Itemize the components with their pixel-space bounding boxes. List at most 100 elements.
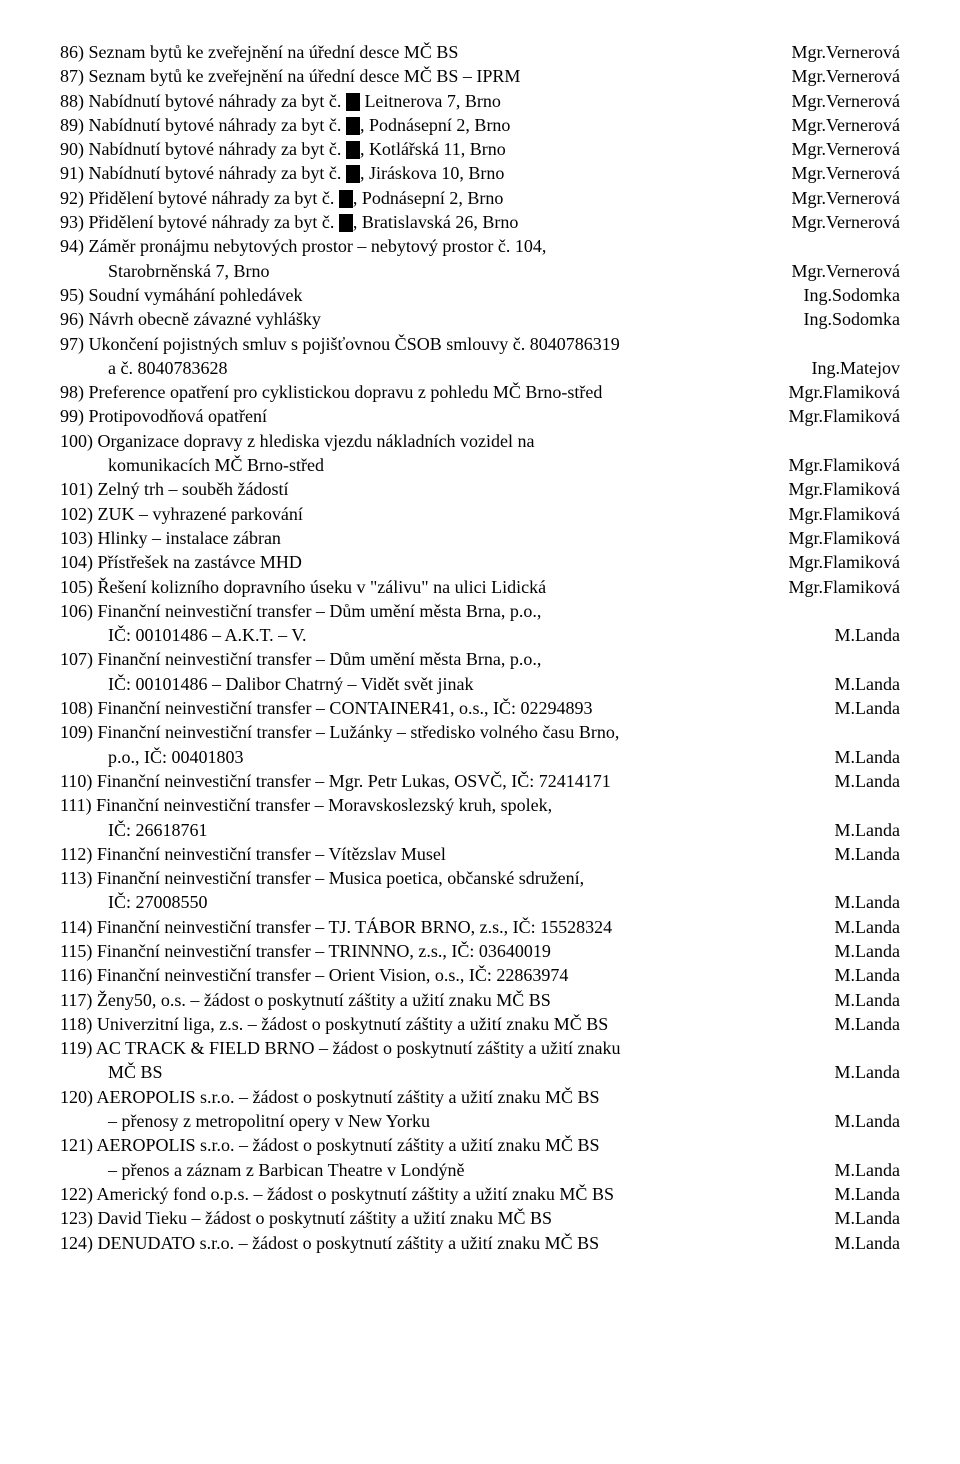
- agenda-item: 102) ZUK – vyhrazené parkováníMgr.Flamik…: [60, 502, 900, 526]
- agenda-item-text: 110) Finanční neinvestiční transfer – Mg…: [60, 769, 835, 793]
- agenda-item-text: 102) ZUK – vyhrazené parkování: [60, 502, 789, 526]
- agenda-item: 121) AEROPOLIS s.r.o. – žádost o poskytn…: [60, 1133, 900, 1182]
- agenda-item-title: Řešení kolizního dopravního úseku v "zál…: [98, 577, 547, 597]
- agenda-item-assignee: Mgr.Vernerová: [792, 186, 900, 210]
- agenda-item-assignee: Mgr.Vernerová: [792, 40, 900, 64]
- agenda-item-number: 113): [60, 868, 92, 888]
- agenda-item-title: Návrh obecně závazné vyhlášky: [89, 309, 321, 329]
- agenda-item-title: Finanční neinvestiční transfer – TRINNNO…: [97, 941, 551, 961]
- agenda-item-title: Americký fond o.p.s. – žádost o poskytnu…: [97, 1184, 614, 1204]
- agenda-item-text: 124) DENUDATO s.r.o. – žádost o poskytnu…: [60, 1231, 835, 1255]
- agenda-item: 87) Seznam bytů ke zveřejnění na úřední …: [60, 64, 900, 88]
- agenda-item-number: 108): [60, 698, 93, 718]
- agenda-item: 100) Organizace dopravy z hlediska vjezd…: [60, 429, 900, 478]
- agenda-item-number: 112): [60, 844, 92, 864]
- agenda-item-title: Soudní vymáhání pohledávek: [89, 285, 303, 305]
- agenda-item-text: 114) Finanční neinvestiční transfer – TJ…: [60, 915, 835, 939]
- agenda-item: 105) Řešení kolizního dopravního úseku v…: [60, 575, 900, 599]
- agenda-item-assignee: Mgr.Flamiková: [789, 550, 901, 574]
- agenda-item-title: Seznam bytů ke zveřejnění na úřední desc…: [89, 42, 459, 62]
- agenda-item-number: 109): [60, 722, 93, 742]
- agenda-item-title: DENUDATO s.r.o. – žádost o poskytnutí zá…: [98, 1233, 600, 1253]
- agenda-item-number: 124): [60, 1233, 93, 1253]
- agenda-item-title: Přidělení bytové náhrady za byt č.: [89, 188, 339, 208]
- agenda-item-text: 111) Finanční neinvestiční transfer – Mo…: [60, 793, 900, 817]
- agenda-item: 86) Seznam bytů ke zveřejnění na úřední …: [60, 40, 900, 64]
- agenda-item-title: Finanční neinvestiční transfer – Vítězsl…: [97, 844, 446, 864]
- agenda-item: 92) Přidělení bytové náhrady za byt č. ,…: [60, 186, 900, 210]
- agenda-item: 124) DENUDATO s.r.o. – žádost o poskytnu…: [60, 1231, 900, 1255]
- agenda-item-text: 115) Finanční neinvestiční transfer – TR…: [60, 939, 835, 963]
- agenda-item-continuation: IČ: 00101486 – A.K.T. – V.: [108, 623, 835, 647]
- agenda-item-number: 122): [60, 1184, 93, 1204]
- redacted-block: [346, 93, 360, 111]
- agenda-item-continuation: – přenosy z metropolitní opery v New Yor…: [108, 1109, 835, 1133]
- agenda-item-assignee: Mgr.Vernerová: [792, 89, 900, 113]
- agenda-item-after: Leitnerova 7, Brno: [360, 91, 501, 111]
- agenda-item-text: 103) Hlinky – instalace zábran: [60, 526, 789, 550]
- agenda-item: 118) Univerzitní liga, z.s. – žádost o p…: [60, 1012, 900, 1036]
- agenda-item-number: 100): [60, 431, 93, 451]
- agenda-item-title: AEROPOLIS s.r.o. – žádost o poskytnutí z…: [97, 1087, 600, 1107]
- agenda-item-number: 92): [60, 188, 84, 208]
- agenda-item-text: 101) Zelný trh – souběh žádostí: [60, 477, 789, 501]
- agenda-item-assignee: M.Landa: [835, 696, 900, 720]
- agenda-item-title: Finanční neinvestiční transfer – CONTAIN…: [98, 698, 593, 718]
- agenda-item-number: 121): [60, 1135, 93, 1155]
- agenda-item-assignee: M.Landa: [835, 963, 900, 987]
- agenda-item-after: , Bratislavská 26, Brno: [353, 212, 518, 232]
- agenda-item-text: 99) Protipovodňová opatření: [60, 404, 789, 428]
- agenda-item-title: Ženy50, o.s. – žádost o poskytnutí zášti…: [97, 990, 551, 1010]
- agenda-item-text: 116) Finanční neinvestiční transfer – Or…: [60, 963, 835, 987]
- agenda-item-title: Finanční neinvestiční transfer – Moravsk…: [96, 795, 552, 815]
- agenda-item: 112) Finanční neinvestiční transfer – Ví…: [60, 842, 900, 866]
- agenda-item-after: , Podnásepní 2, Brno: [360, 115, 511, 135]
- redacted-block: [346, 117, 360, 135]
- redacted-block: [339, 214, 353, 232]
- agenda-item: 120) AEROPOLIS s.r.o. – žádost o poskytn…: [60, 1085, 900, 1134]
- agenda-item-title: Záměr pronájmu nebytových prostor – neby…: [89, 236, 547, 256]
- agenda-item: 90) Nabídnutí bytové náhrady za byt č. ,…: [60, 137, 900, 161]
- redacted-block: [346, 165, 360, 183]
- agenda-item-continuation: komunikacích MČ Brno-střed: [108, 453, 789, 477]
- agenda-item-assignee: Mgr.Vernerová: [792, 259, 900, 283]
- agenda-item: 115) Finanční neinvestiční transfer – TR…: [60, 939, 900, 963]
- agenda-item-title: Nabídnutí bytové náhrady za byt č.: [89, 139, 346, 159]
- agenda-item-text: 92) Přidělení bytové náhrady za byt č. ,…: [60, 186, 792, 210]
- agenda-item: 113) Finanční neinvestiční transfer – Mu…: [60, 866, 900, 915]
- agenda-item: 94) Záměr pronájmu nebytových prostor – …: [60, 234, 900, 283]
- agenda-item-text: 113) Finanční neinvestiční transfer – Mu…: [60, 866, 900, 890]
- agenda-item: 117) Ženy50, o.s. – žádost o poskytnutí …: [60, 988, 900, 1012]
- agenda-item-title: Finanční neinvestiční transfer – Dům umě…: [98, 649, 542, 669]
- agenda-item-title: Preference opatření pro cyklistickou dop…: [89, 382, 603, 402]
- agenda-item-number: 91): [60, 163, 84, 183]
- agenda-item-assignee: Mgr.Vernerová: [792, 210, 900, 234]
- agenda-item-number: 105): [60, 577, 93, 597]
- agenda-item-continuation: IČ: 27008550: [108, 890, 835, 914]
- agenda-item-number: 90): [60, 139, 84, 159]
- agenda-item-number: 87): [60, 66, 84, 86]
- agenda-item-number: 88): [60, 91, 84, 111]
- agenda-item-text: 122) Americký fond o.p.s. – žádost o pos…: [60, 1182, 835, 1206]
- agenda-item-number: 97): [60, 334, 84, 354]
- agenda-item: 97) Ukončení pojistných smluv s pojišťov…: [60, 332, 900, 381]
- agenda-item: 103) Hlinky – instalace zábranMgr.Flamik…: [60, 526, 900, 550]
- agenda-item-text: 96) Návrh obecně závazné vyhlášky: [60, 307, 804, 331]
- agenda-item-assignee: M.Landa: [835, 939, 900, 963]
- agenda-item-assignee: M.Landa: [835, 988, 900, 1012]
- agenda-item: 110) Finanční neinvestiční transfer – Mg…: [60, 769, 900, 793]
- agenda-item-text: 123) David Tieku – žádost o poskytnutí z…: [60, 1206, 835, 1230]
- agenda-item-text: 94) Záměr pronájmu nebytových prostor – …: [60, 234, 900, 258]
- agenda-item-assignee: M.Landa: [835, 1231, 900, 1255]
- agenda-item-text: 109) Finanční neinvestiční transfer – Lu…: [60, 720, 900, 744]
- agenda-item: 104) Přístřešek na zastávce MHDMgr.Flami…: [60, 550, 900, 574]
- agenda-item-title: Finanční neinvestiční transfer – TJ. TÁB…: [97, 917, 612, 937]
- agenda-item-continuation: a č. 8040783628: [108, 356, 812, 380]
- agenda-item-number: 98): [60, 382, 84, 402]
- agenda-item-assignee: M.Landa: [835, 1012, 900, 1036]
- agenda-item-text: 95) Soudní vymáhání pohledávek: [60, 283, 804, 307]
- agenda-item-title: Ukončení pojistných smluv s pojišťovnou …: [89, 334, 620, 354]
- agenda-item-text: 88) Nabídnutí bytové náhrady za byt č. L…: [60, 89, 792, 113]
- agenda-item-number: 123): [60, 1208, 93, 1228]
- agenda-item-text: 118) Univerzitní liga, z.s. – žádost o p…: [60, 1012, 835, 1036]
